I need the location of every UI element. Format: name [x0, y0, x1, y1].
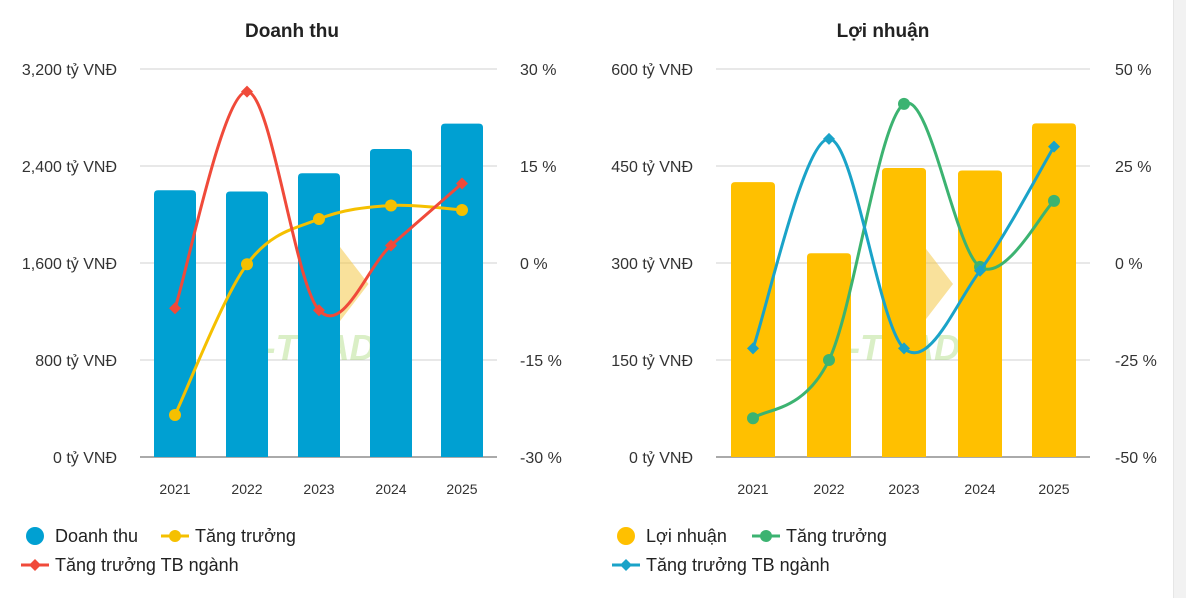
legend-swatch: [26, 527, 44, 545]
left-axis-tick-label: 0 tỷ VNĐ: [629, 450, 693, 467]
x-axis-tick-label: 2024: [964, 481, 995, 497]
data-point: [169, 408, 181, 421]
data-point: [823, 132, 835, 145]
right-axis-tick-label: -50 %: [1115, 450, 1157, 467]
data-point: [1048, 140, 1060, 153]
legend-item[interactable]: Tăng trưởng TB ngành: [612, 555, 830, 575]
data-point: [456, 203, 468, 216]
legend-item[interactable]: Tăng trưởng: [752, 526, 887, 546]
legend-label: Tăng trưởng TB ngành: [55, 555, 239, 575]
legend-swatch-marker: [760, 530, 772, 542]
legend-label: Lợi nhuận: [646, 526, 727, 546]
data-point: [823, 354, 835, 366]
bar: [1032, 123, 1076, 457]
data-point: [385, 199, 397, 212]
data-point: [313, 213, 325, 226]
legend-swatch-marker: [29, 559, 41, 571]
legend-label: Tăng trưởng: [195, 526, 296, 546]
data-point: [1048, 194, 1060, 207]
left-axis-tick-label: 600 tỷ VNĐ: [611, 62, 693, 79]
legend-label: Doanh thu: [55, 526, 138, 546]
legend-label: Tăng trưởng TB ngành: [646, 555, 830, 575]
x-axis-tick-label: 2021: [737, 481, 768, 497]
right-axis-tick-label: 15 %: [520, 159, 556, 176]
bar: [441, 123, 483, 457]
right-axis-tick-label: 25 %: [1115, 159, 1151, 176]
x-axis-tick-label: 2022: [813, 481, 844, 497]
bar: [958, 170, 1002, 457]
right-axis-tick-label: 50 %: [1115, 62, 1151, 79]
bar: [370, 149, 412, 457]
left-axis-tick-label: 0 tỷ VNĐ: [53, 450, 117, 467]
series-line: [173, 90, 463, 318]
right-axis-tick-label: 0 %: [520, 256, 548, 273]
legend-label: Tăng trưởng: [786, 526, 887, 546]
data-point: [898, 97, 910, 110]
left-axis-tick-label: 150 tỷ VNĐ: [611, 353, 693, 370]
data-point: [747, 342, 759, 355]
vertical-scrollbar[interactable]: [1173, 0, 1186, 598]
chart-title: Lợi nhuận: [837, 21, 930, 42]
chart-profit: Lợi nhuận 600 tỷ VNĐ 50 % 450 tỷ VNĐ 25 % 300…: [611, 21, 1157, 575]
right-axis-tick-label: 30 %: [520, 62, 556, 79]
bar: [226, 191, 268, 457]
legend-swatch-marker: [620, 559, 632, 571]
left-axis-tick-label: 450 tỷ VNĐ: [611, 159, 693, 176]
watermark-arrow: [338, 245, 369, 323]
x-axis-tick-label: 2021: [159, 481, 190, 497]
left-axis-tick-label: 1,600 tỷ VNĐ: [22, 256, 117, 273]
data-point: [169, 302, 181, 315]
left-axis-tick-label: 2,400 tỷ VNĐ: [22, 159, 117, 176]
x-axis-tick-label: 2023: [888, 481, 919, 497]
legend-swatch: [617, 527, 635, 545]
x-axis-tick-label: 2025: [1038, 481, 1069, 497]
x-axis-tick-label: 2024: [375, 481, 406, 497]
data-point: [241, 258, 253, 271]
series-line: [751, 137, 1056, 355]
data-point: [241, 85, 253, 98]
data-point: [747, 412, 759, 425]
data-point: [313, 304, 325, 317]
x-axis-tick-label: 2022: [231, 481, 262, 497]
legend-item[interactable]: Tăng trưởng: [161, 526, 296, 546]
right-axis-tick-label: -25 %: [1115, 353, 1157, 370]
left-axis-tick-label: 3,200 tỷ VNĐ: [22, 62, 117, 79]
left-axis-tick-label: 300 tỷ VNĐ: [611, 256, 693, 273]
legend-swatch-marker: [169, 530, 181, 542]
left-axis-tick-label: 800 tỷ VNĐ: [35, 353, 117, 370]
right-axis-tick-label: -30 %: [520, 450, 562, 467]
chart-title: Doanh thu: [245, 21, 339, 42]
legend-item[interactable]: Doanh thu: [26, 526, 138, 546]
data-point: [456, 177, 468, 190]
data-point: [898, 342, 910, 355]
bar: [882, 167, 926, 457]
bar: [731, 182, 775, 457]
watermark-arrow: [923, 245, 953, 323]
x-axis-tick-label: 2023: [303, 481, 334, 497]
chart-revenue: Doanh thu 3,200 tỷ VNĐ 30 % 2,400 tỷ VNĐ 15 …: [21, 21, 562, 575]
data-point: [974, 264, 986, 277]
series-line: [173, 203, 463, 416]
right-axis-tick-label: -15 %: [520, 353, 562, 370]
legend-item[interactable]: Lợi nhuận: [617, 526, 727, 546]
x-axis-tick-label: 2025: [446, 481, 477, 497]
right-axis-tick-label: 0 %: [1115, 256, 1143, 273]
data-point: [385, 239, 397, 252]
legend-item[interactable]: Tăng trưởng TB ngành: [21, 555, 239, 575]
